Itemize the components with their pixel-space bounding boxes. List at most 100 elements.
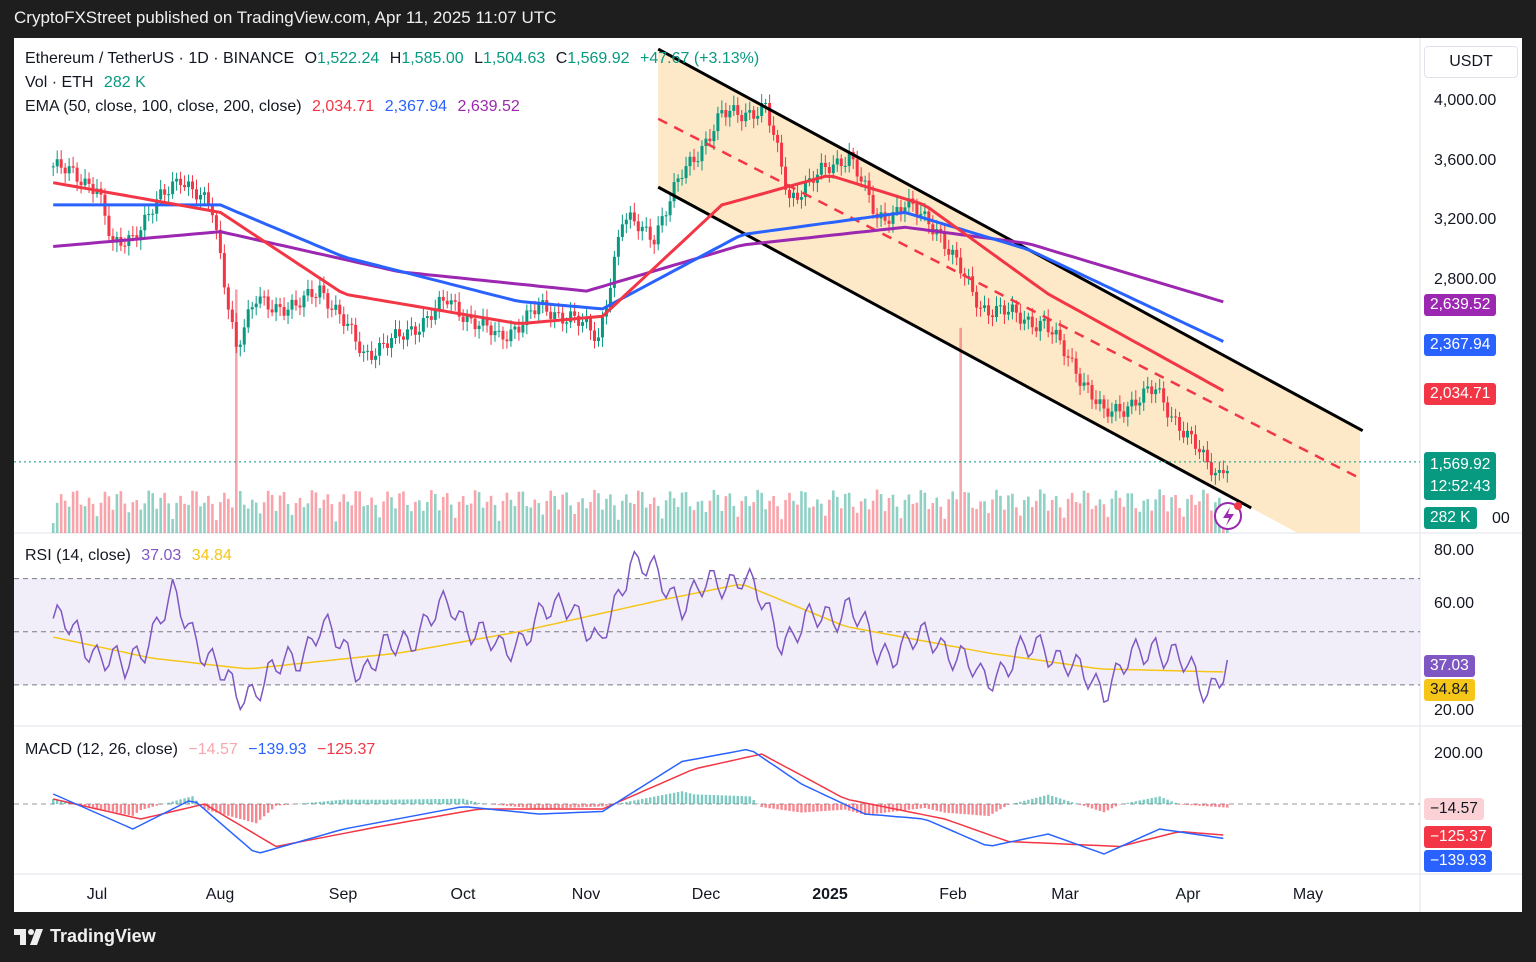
- volume-bar: [163, 492, 166, 533]
- volume-bar: [907, 494, 911, 533]
- tradingview-logo[interactable]: TradingView: [14, 926, 156, 947]
- candle-body: [724, 110, 728, 118]
- macd-histogram-bar: [179, 799, 182, 804]
- candle-body: [390, 338, 394, 348]
- candle-body: [847, 151, 851, 166]
- macd-histogram-bar: [1190, 804, 1193, 806]
- macd-histogram-bar: [286, 804, 290, 805]
- candle-body: [1130, 399, 1134, 407]
- candle-body: [71, 166, 75, 168]
- candle-body: [573, 311, 577, 316]
- macd-histogram-bar: [469, 800, 473, 804]
- candle-body: [1018, 312, 1022, 324]
- macd-histogram-bar: [1194, 804, 1197, 806]
- candle-body: [1026, 316, 1030, 320]
- macd-histogram-bar: [386, 799, 389, 804]
- volume-bar: [135, 499, 139, 533]
- candle-body: [947, 248, 951, 255]
- macd-histogram-bar: [1094, 804, 1098, 810]
- volume-bar: [843, 493, 847, 533]
- volume-bar: [71, 491, 75, 533]
- candle-body: [943, 233, 947, 249]
- volume-bar: [867, 509, 871, 533]
- macd-hist-value: −14.57: [188, 741, 238, 758]
- volume-bar: [533, 499, 537, 533]
- candle-body: [600, 316, 604, 338]
- time-tick: Sep: [328, 886, 358, 903]
- candle-body: [871, 194, 875, 214]
- candle-body: [1182, 430, 1186, 438]
- candle-body: [59, 159, 63, 168]
- macd-histogram-bar: [744, 796, 747, 804]
- volume-bar: [290, 515, 294, 533]
- candle-body: [756, 115, 760, 119]
- volume-bar: [557, 509, 560, 533]
- volume-bar: [931, 503, 935, 533]
- volume-bar: [238, 490, 242, 533]
- macd-histogram-bar: [1198, 804, 1201, 806]
- macd-histogram-bar: [983, 804, 986, 816]
- volume-bar: [437, 510, 441, 533]
- candle-body: [513, 326, 517, 330]
- volume-bar: [441, 496, 445, 533]
- candle-body: [923, 211, 927, 214]
- candle-body: [1174, 416, 1178, 418]
- volume-bar: [330, 504, 334, 533]
- candle-body: [971, 276, 975, 292]
- macd-histogram-bar: [481, 803, 485, 804]
- volume-bar: [199, 506, 202, 533]
- volume-bar: [855, 512, 859, 533]
- candle-body: [107, 215, 111, 236]
- currency-button[interactable]: USDT: [1424, 46, 1518, 78]
- candle-body: [648, 226, 652, 240]
- macd-histogram-bar: [306, 802, 310, 804]
- candle-body: [533, 310, 537, 315]
- rsi-tick: 60.00: [1434, 595, 1475, 612]
- macd-histogram-bar: [792, 804, 795, 812]
- candle-body: [1030, 316, 1034, 328]
- channel-fill: [658, 49, 1360, 534]
- macd-histogram-bar: [103, 804, 107, 810]
- macd-histogram-bar: [1210, 804, 1213, 807]
- macd-histogram-bar: [473, 801, 477, 804]
- candle-body: [676, 178, 680, 183]
- macd-histogram-bar: [867, 804, 871, 815]
- macd-histogram-bar: [573, 804, 576, 808]
- macd-histogram-bar: [1218, 804, 1221, 808]
- macd-histogram-bar: [999, 804, 1002, 810]
- volume-bar: [75, 490, 79, 533]
- open-value: 1,522.24: [317, 50, 380, 67]
- macd-histogram-bar: [183, 798, 186, 804]
- price-tick: 2,800.00: [1434, 271, 1497, 288]
- macd-histogram-bar: [1134, 801, 1137, 804]
- candle-body: [505, 339, 509, 342]
- candle-body: [1162, 388, 1166, 403]
- volume-bar: [995, 489, 998, 533]
- volume-bar: [820, 503, 823, 533]
- volume-bar: [382, 501, 385, 533]
- macd-histogram-bar: [159, 804, 162, 805]
- macd-histogram-bar: [52, 799, 55, 804]
- volume-bar: [318, 508, 322, 533]
- macd-histogram-bar: [696, 794, 700, 804]
- volume-bar: [1098, 499, 1102, 533]
- macd-histogram-bar: [1154, 797, 1157, 804]
- macd-label: MACD (12, 26, close): [25, 741, 178, 758]
- candle-body: [222, 253, 226, 288]
- volume-bar: [999, 495, 1002, 533]
- candle-body: [616, 236, 620, 257]
- rsi-line: [52, 549, 1229, 712]
- macd-histogram-bar: [251, 804, 254, 823]
- macd-histogram-bar: [1142, 799, 1145, 804]
- macd-histogram-bar: [346, 799, 349, 804]
- macd-histogram-bar: [1182, 804, 1185, 805]
- candle-body: [612, 256, 616, 288]
- candle-body: [441, 296, 445, 301]
- chart-canvas[interactable]: [14, 38, 1522, 912]
- volume-bar: [207, 495, 210, 533]
- candle-body: [696, 161, 700, 163]
- volume-bar: [951, 491, 954, 533]
- volume-bar: [485, 501, 489, 533]
- macd-histogram-bar: [863, 804, 867, 815]
- candle-body: [1050, 332, 1054, 335]
